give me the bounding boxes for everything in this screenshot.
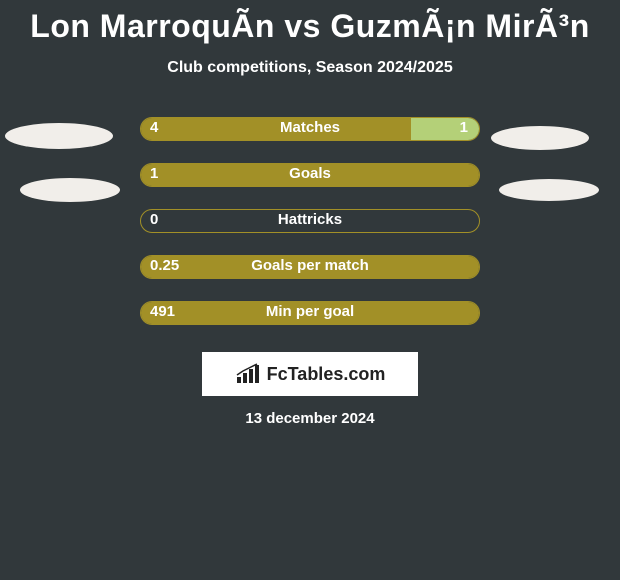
stat-value-right: 1 <box>460 119 468 136</box>
player-right-photo-shape <box>499 179 599 201</box>
stat-row: 491Min per goal <box>0 301 620 347</box>
brand-box: FcTables.com <box>202 352 418 396</box>
stat-row: 0Hattricks <box>0 209 620 255</box>
brand-text: FcTables.com <box>267 364 386 385</box>
page-title: Lon MarroquÃ­n vs GuzmÃ¡n MirÃ³n <box>0 0 620 45</box>
stat-label: Hattricks <box>0 211 620 228</box>
subtitle: Club competitions, Season 2024/2025 <box>0 59 620 77</box>
stat-label: Goals per match <box>0 257 620 274</box>
stat-label: Goals <box>0 165 620 182</box>
date-label: 13 december 2024 <box>0 410 620 427</box>
stat-label: Matches <box>0 119 620 136</box>
stat-label: Min per goal <box>0 303 620 320</box>
stat-row: 0.25Goals per match <box>0 255 620 301</box>
bar-chart-icon <box>235 363 261 385</box>
stat-rows: 4Matches11Goals0Hattricks0.25Goals per m… <box>0 117 620 347</box>
